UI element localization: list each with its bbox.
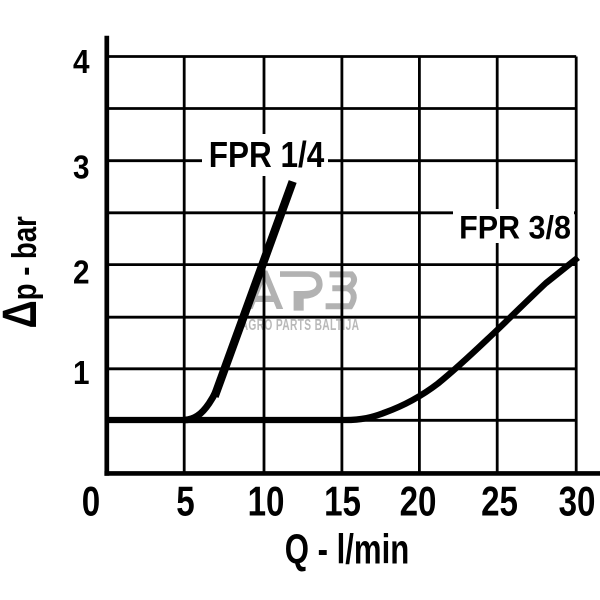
svg-text:5: 5 <box>176 479 194 526</box>
svg-text:FPR 3/8: FPR 3/8 <box>459 208 571 245</box>
svg-text:4: 4 <box>73 43 90 80</box>
svg-text:2: 2 <box>73 254 90 291</box>
svg-text:0: 0 <box>82 479 100 526</box>
svg-text:10: 10 <box>248 479 285 526</box>
svg-text:Δp - bar: Δp - bar <box>0 216 47 328</box>
svg-text:25: 25 <box>481 479 518 526</box>
svg-text:FPR 1/4: FPR 1/4 <box>209 135 325 176</box>
svg-text:20: 20 <box>400 479 437 526</box>
svg-text:3: 3 <box>73 149 90 186</box>
svg-text:Q - l/min: Q - l/min <box>285 526 409 572</box>
svg-text:1: 1 <box>73 355 90 392</box>
svg-text:AGRO PARTS BALTIJA: AGRO PARTS BALTIJA <box>241 316 360 334</box>
svg-text:15: 15 <box>324 479 361 526</box>
svg-text:30: 30 <box>559 479 596 526</box>
